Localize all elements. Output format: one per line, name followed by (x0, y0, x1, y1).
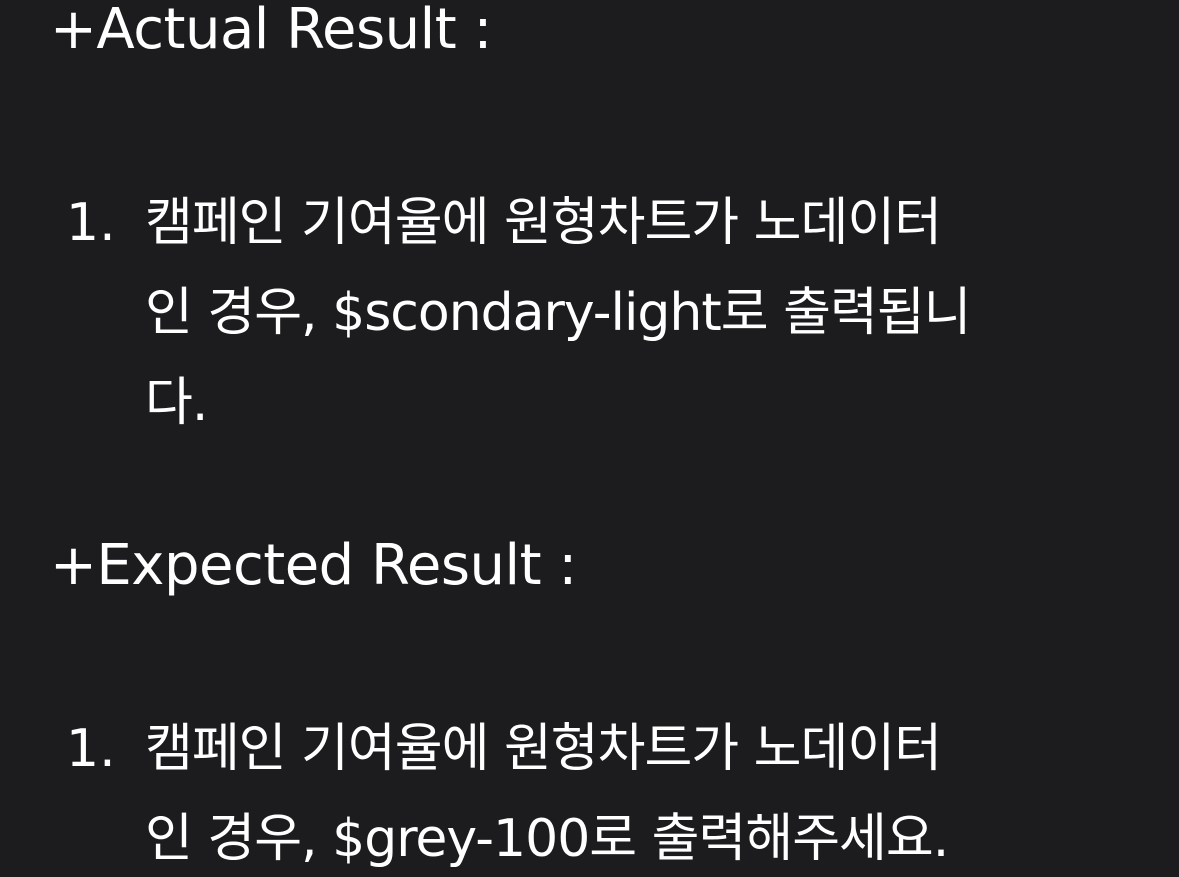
list-item-number: 1. (66, 193, 116, 253)
list-item-number: 1. (66, 719, 116, 779)
list-item-text: 캠페인 기여율에 원형차트가 노데이터 인 경우, $grey-100로 출력해… (145, 704, 1145, 877)
list-item-text: 캠페인 기여율에 원형차트가 노데이터 인 경우, $scondary-ligh… (145, 178, 1145, 448)
list-item-line: 캠페인 기여율에 원형차트가 노데이터 (145, 719, 942, 779)
list-item-line: 캠페인 기여율에 원형차트가 노데이터 (145, 193, 942, 253)
list-item-line: 인 경우, $scondary-light로 출력됩니 (145, 283, 972, 343)
list-item-line: 인 경우, $grey-100로 출력해주세요. (145, 809, 949, 869)
expected-result-list-item: 1. 캠페인 기여율에 원형차트가 노데이터 인 경우, $grey-100로 … (0, 704, 1179, 877)
actual-result-list-item: 1. 캠페인 기여율에 원형차트가 노데이터 인 경우, $scondary-l… (0, 178, 1179, 433)
expected-result-heading: +Expected Result : (50, 533, 577, 598)
actual-result-heading: +Actual Result : (50, 0, 492, 62)
list-item-line: 다. (145, 373, 208, 433)
